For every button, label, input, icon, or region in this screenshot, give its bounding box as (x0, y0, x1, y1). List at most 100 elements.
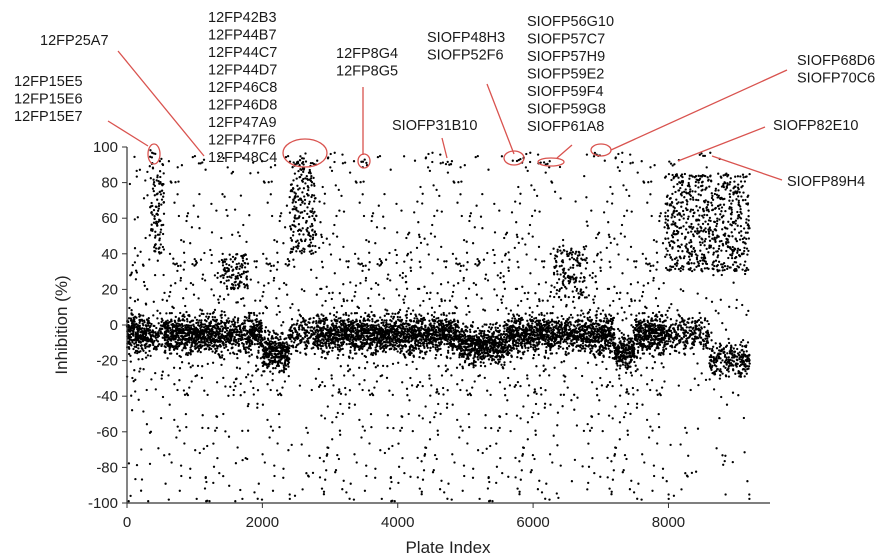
data-point (330, 297, 333, 301)
data-point (267, 333, 271, 336)
data-point (359, 181, 362, 184)
data-point (194, 263, 197, 266)
data-point (348, 497, 351, 500)
data-point (269, 269, 272, 273)
data-point (299, 229, 303, 232)
data-point (218, 471, 221, 475)
data-point (285, 337, 288, 340)
data-point (238, 274, 242, 277)
data-point (406, 394, 409, 397)
data-point (148, 331, 151, 334)
data-point (338, 388, 341, 391)
data-point (291, 302, 294, 306)
data-point (287, 349, 291, 353)
data-point (232, 388, 235, 392)
data-point (425, 350, 428, 353)
data-point (433, 415, 436, 419)
data-point (188, 324, 191, 327)
data-point (460, 180, 463, 183)
data-point (348, 368, 352, 371)
data-point (236, 356, 239, 360)
data-point (248, 314, 251, 317)
data-point (303, 209, 306, 213)
data-point (362, 214, 366, 218)
data-point (294, 339, 297, 342)
data-point (404, 327, 407, 331)
data-point (146, 354, 150, 357)
data-point (160, 251, 163, 254)
data-point (231, 170, 235, 174)
data-point (426, 346, 429, 349)
data-point (333, 151, 336, 154)
data-point (401, 276, 404, 279)
data-point (170, 461, 173, 464)
data-point (405, 325, 408, 328)
data-point (313, 219, 317, 222)
data-point (157, 220, 160, 223)
data-point (289, 306, 292, 309)
data-point (302, 337, 305, 340)
data-point (305, 323, 309, 326)
data-point (368, 261, 371, 264)
data-point (156, 259, 159, 262)
data-point (462, 264, 465, 267)
data-point (318, 246, 321, 250)
data-point (288, 344, 291, 347)
data-point (162, 223, 165, 227)
data-point (162, 212, 166, 215)
data-point (353, 295, 356, 298)
data-point (270, 264, 273, 268)
data-point (450, 330, 453, 333)
data-point (426, 312, 430, 315)
data-point (407, 412, 410, 416)
data-point (239, 394, 242, 397)
data-point (335, 326, 339, 329)
data-point (307, 232, 311, 235)
data-point (462, 322, 465, 325)
data-point (350, 299, 354, 302)
data-point (234, 462, 238, 465)
data-point (309, 317, 312, 320)
data-point (142, 410, 145, 413)
data-point (263, 461, 266, 464)
data-point (402, 155, 406, 158)
data-point (157, 322, 160, 325)
data-point (423, 237, 426, 240)
data-point (416, 476, 419, 479)
data-point (133, 261, 137, 264)
data-point (419, 342, 423, 345)
data-point (367, 389, 371, 392)
data-point (295, 177, 298, 180)
data-point (155, 220, 158, 223)
data-point (314, 196, 317, 200)
data-point (272, 329, 275, 332)
data-point (152, 181, 156, 184)
data-point (197, 347, 201, 350)
data-point (156, 174, 159, 177)
data-point (244, 334, 247, 337)
data-point (360, 436, 363, 439)
data-point (188, 338, 191, 342)
data-point (387, 273, 390, 276)
data-point (169, 290, 172, 294)
data-point (378, 154, 382, 158)
data-point (439, 162, 442, 165)
data-point (303, 341, 306, 344)
data-point (294, 225, 297, 228)
data-point (231, 233, 234, 236)
data-point (234, 500, 237, 503)
data-point (399, 347, 402, 351)
data-point (309, 235, 312, 238)
data-point (420, 490, 423, 493)
data-point (216, 271, 219, 275)
data-point (156, 192, 159, 195)
data-point (346, 266, 350, 269)
data-point (205, 320, 208, 323)
data-point (332, 306, 336, 309)
data-point (312, 346, 315, 349)
data-point (304, 182, 307, 185)
data-point (338, 258, 342, 261)
data-point (325, 469, 328, 472)
data-point (429, 322, 432, 325)
data-point (453, 461, 456, 464)
